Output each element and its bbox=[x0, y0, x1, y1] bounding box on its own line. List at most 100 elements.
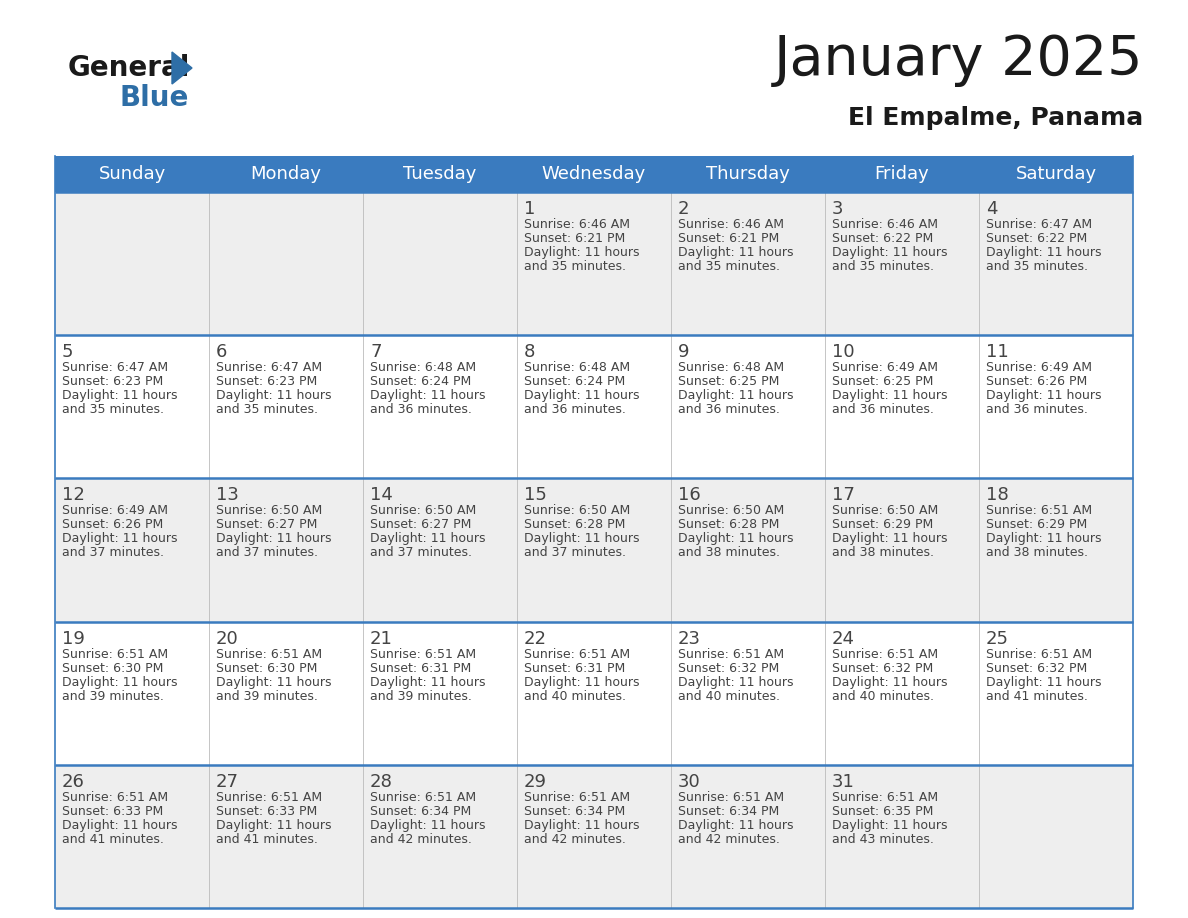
Text: 4: 4 bbox=[986, 200, 998, 218]
Text: Sunrise: 6:49 AM: Sunrise: 6:49 AM bbox=[832, 361, 939, 375]
Text: 8: 8 bbox=[524, 343, 536, 361]
Text: Sunset: 6:32 PM: Sunset: 6:32 PM bbox=[986, 662, 1087, 675]
Text: Sunrise: 6:46 AM: Sunrise: 6:46 AM bbox=[678, 218, 784, 231]
Text: Sunset: 6:22 PM: Sunset: 6:22 PM bbox=[832, 232, 934, 245]
Text: Monday: Monday bbox=[251, 165, 322, 183]
Text: and 41 minutes.: and 41 minutes. bbox=[62, 833, 164, 845]
Text: 31: 31 bbox=[832, 773, 855, 790]
Text: Daylight: 11 hours: Daylight: 11 hours bbox=[678, 389, 794, 402]
Text: Daylight: 11 hours: Daylight: 11 hours bbox=[62, 819, 177, 832]
Text: and 36 minutes.: and 36 minutes. bbox=[524, 403, 626, 416]
Text: and 37 minutes.: and 37 minutes. bbox=[369, 546, 472, 559]
Text: Sunrise: 6:51 AM: Sunrise: 6:51 AM bbox=[986, 647, 1092, 661]
Text: and 38 minutes.: and 38 minutes. bbox=[986, 546, 1088, 559]
Bar bbox=[55, 192, 1133, 335]
Text: 29: 29 bbox=[524, 773, 546, 790]
Text: Sunset: 6:24 PM: Sunset: 6:24 PM bbox=[524, 375, 625, 388]
Text: 10: 10 bbox=[832, 343, 854, 361]
Text: 20: 20 bbox=[216, 630, 239, 647]
Text: Sunrise: 6:47 AM: Sunrise: 6:47 AM bbox=[216, 361, 322, 375]
Text: Sunrise: 6:50 AM: Sunrise: 6:50 AM bbox=[678, 504, 784, 518]
Text: Daylight: 11 hours: Daylight: 11 hours bbox=[524, 532, 639, 545]
Text: and 41 minutes.: and 41 minutes. bbox=[216, 833, 318, 845]
Text: Sunset: 6:31 PM: Sunset: 6:31 PM bbox=[369, 662, 472, 675]
Text: Sunset: 6:21 PM: Sunset: 6:21 PM bbox=[524, 232, 625, 245]
Text: Sunrise: 6:51 AM: Sunrise: 6:51 AM bbox=[678, 790, 784, 804]
Text: Sunrise: 6:48 AM: Sunrise: 6:48 AM bbox=[524, 361, 630, 375]
Text: Daylight: 11 hours: Daylight: 11 hours bbox=[986, 389, 1101, 402]
Text: 11: 11 bbox=[986, 343, 1009, 361]
Text: Daylight: 11 hours: Daylight: 11 hours bbox=[369, 819, 486, 832]
Text: and 39 minutes.: and 39 minutes. bbox=[216, 689, 318, 702]
Text: Daylight: 11 hours: Daylight: 11 hours bbox=[216, 819, 331, 832]
Text: Sunrise: 6:47 AM: Sunrise: 6:47 AM bbox=[62, 361, 169, 375]
Text: and 40 minutes.: and 40 minutes. bbox=[832, 689, 934, 702]
Text: Daylight: 11 hours: Daylight: 11 hours bbox=[832, 819, 948, 832]
Text: Sunrise: 6:51 AM: Sunrise: 6:51 AM bbox=[62, 790, 169, 804]
Text: Sunrise: 6:51 AM: Sunrise: 6:51 AM bbox=[832, 647, 939, 661]
Text: Daylight: 11 hours: Daylight: 11 hours bbox=[986, 676, 1101, 688]
Bar bbox=[55, 156, 1133, 192]
Text: Sunrise: 6:51 AM: Sunrise: 6:51 AM bbox=[62, 647, 169, 661]
Text: Thursday: Thursday bbox=[706, 165, 790, 183]
Text: Daylight: 11 hours: Daylight: 11 hours bbox=[832, 676, 948, 688]
Text: 19: 19 bbox=[62, 630, 84, 647]
Text: Sunrise: 6:51 AM: Sunrise: 6:51 AM bbox=[986, 504, 1092, 518]
Text: Sunset: 6:26 PM: Sunset: 6:26 PM bbox=[986, 375, 1087, 388]
Bar bbox=[55, 765, 1133, 908]
Text: and 41 minutes.: and 41 minutes. bbox=[986, 689, 1088, 702]
Text: and 38 minutes.: and 38 minutes. bbox=[678, 546, 781, 559]
Text: 9: 9 bbox=[678, 343, 689, 361]
Text: 26: 26 bbox=[62, 773, 84, 790]
Text: Daylight: 11 hours: Daylight: 11 hours bbox=[678, 532, 794, 545]
Text: and 38 minutes.: and 38 minutes. bbox=[832, 546, 934, 559]
Text: Sunrise: 6:48 AM: Sunrise: 6:48 AM bbox=[678, 361, 784, 375]
Text: 2: 2 bbox=[678, 200, 689, 218]
Text: Daylight: 11 hours: Daylight: 11 hours bbox=[62, 532, 177, 545]
Text: Sunrise: 6:51 AM: Sunrise: 6:51 AM bbox=[369, 790, 476, 804]
Text: and 35 minutes.: and 35 minutes. bbox=[62, 403, 164, 416]
Text: and 42 minutes.: and 42 minutes. bbox=[524, 833, 626, 845]
Text: Sunrise: 6:51 AM: Sunrise: 6:51 AM bbox=[832, 790, 939, 804]
Text: Sunday: Sunday bbox=[99, 165, 165, 183]
Text: and 35 minutes.: and 35 minutes. bbox=[986, 260, 1088, 273]
Text: Sunset: 6:23 PM: Sunset: 6:23 PM bbox=[216, 375, 317, 388]
Text: Daylight: 11 hours: Daylight: 11 hours bbox=[216, 676, 331, 688]
Text: Daylight: 11 hours: Daylight: 11 hours bbox=[832, 246, 948, 259]
Text: 7: 7 bbox=[369, 343, 381, 361]
Text: Daylight: 11 hours: Daylight: 11 hours bbox=[216, 389, 331, 402]
Text: Daylight: 11 hours: Daylight: 11 hours bbox=[678, 246, 794, 259]
Text: and 37 minutes.: and 37 minutes. bbox=[524, 546, 626, 559]
Text: and 42 minutes.: and 42 minutes. bbox=[678, 833, 779, 845]
Text: Daylight: 11 hours: Daylight: 11 hours bbox=[678, 676, 794, 688]
Text: Daylight: 11 hours: Daylight: 11 hours bbox=[986, 246, 1101, 259]
Text: Sunrise: 6:50 AM: Sunrise: 6:50 AM bbox=[832, 504, 939, 518]
Text: Sunrise: 6:46 AM: Sunrise: 6:46 AM bbox=[832, 218, 939, 231]
Text: Sunset: 6:31 PM: Sunset: 6:31 PM bbox=[524, 662, 625, 675]
Text: Sunset: 6:30 PM: Sunset: 6:30 PM bbox=[216, 662, 317, 675]
Text: Sunset: 6:25 PM: Sunset: 6:25 PM bbox=[678, 375, 779, 388]
Text: Daylight: 11 hours: Daylight: 11 hours bbox=[369, 676, 486, 688]
Text: Sunset: 6:27 PM: Sunset: 6:27 PM bbox=[216, 519, 317, 532]
Text: 3: 3 bbox=[832, 200, 843, 218]
Text: and 35 minutes.: and 35 minutes. bbox=[524, 260, 626, 273]
Text: Sunrise: 6:51 AM: Sunrise: 6:51 AM bbox=[216, 647, 322, 661]
Text: Wednesday: Wednesday bbox=[542, 165, 646, 183]
Text: Sunset: 6:33 PM: Sunset: 6:33 PM bbox=[62, 805, 163, 818]
Bar bbox=[55, 621, 1133, 765]
Text: 5: 5 bbox=[62, 343, 74, 361]
Text: 30: 30 bbox=[678, 773, 701, 790]
Text: 23: 23 bbox=[678, 630, 701, 647]
Text: 24: 24 bbox=[832, 630, 855, 647]
Text: Sunrise: 6:47 AM: Sunrise: 6:47 AM bbox=[986, 218, 1092, 231]
Text: and 35 minutes.: and 35 minutes. bbox=[678, 260, 781, 273]
Text: Daylight: 11 hours: Daylight: 11 hours bbox=[524, 819, 639, 832]
Text: and 36 minutes.: and 36 minutes. bbox=[678, 403, 779, 416]
Text: Blue: Blue bbox=[120, 84, 189, 112]
Text: and 39 minutes.: and 39 minutes. bbox=[62, 689, 164, 702]
Text: Sunset: 6:24 PM: Sunset: 6:24 PM bbox=[369, 375, 472, 388]
Text: 16: 16 bbox=[678, 487, 701, 504]
Text: and 42 minutes.: and 42 minutes. bbox=[369, 833, 472, 845]
Text: Sunset: 6:29 PM: Sunset: 6:29 PM bbox=[986, 519, 1087, 532]
Text: 22: 22 bbox=[524, 630, 546, 647]
